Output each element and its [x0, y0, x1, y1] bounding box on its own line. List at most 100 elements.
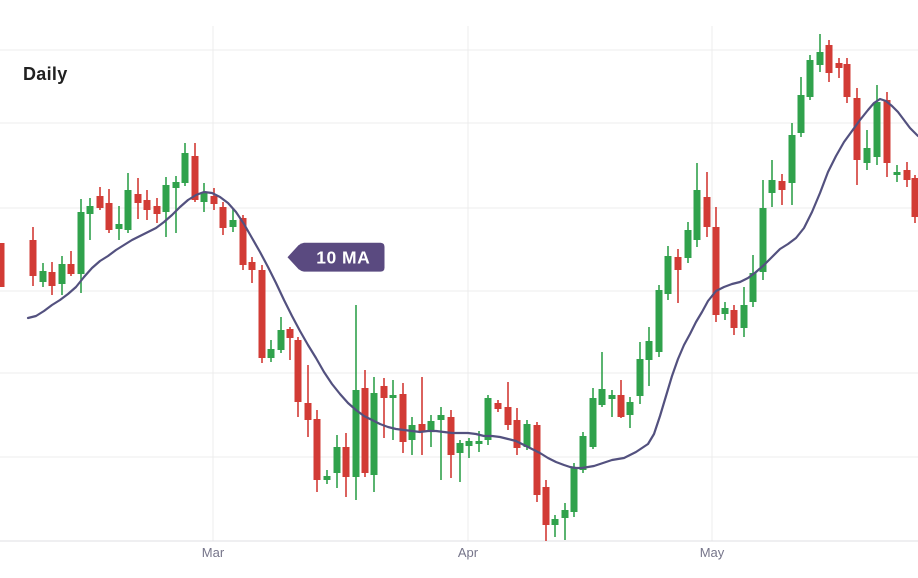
- candle-body: [153, 206, 161, 214]
- candlestick: [843, 58, 851, 103]
- candlestick: [903, 162, 911, 187]
- candle-body: [304, 403, 312, 420]
- candlestick: [380, 378, 388, 438]
- candle-body: [191, 156, 199, 200]
- candlestick: [162, 177, 170, 237]
- candle-body: [380, 386, 388, 398]
- candlestick: [494, 400, 502, 412]
- candle-body: [277, 330, 285, 350]
- candle-body: [181, 153, 189, 183]
- candlestick: [542, 480, 550, 541]
- candle-body: [636, 359, 644, 396]
- candlestick: [617, 380, 625, 418]
- candle-body: [484, 398, 492, 440]
- candlestick: [39, 263, 47, 287]
- candlestick: [579, 432, 587, 473]
- candle-body: [589, 398, 597, 447]
- candlestick: [533, 422, 541, 502]
- candlestick: [797, 77, 805, 137]
- candlestick: [664, 246, 672, 300]
- candle-body: [617, 395, 625, 417]
- candlestick: [589, 388, 597, 449]
- x-axis-label-mar: Mar: [202, 545, 225, 560]
- candle-body: [105, 203, 113, 230]
- candlestick: [370, 377, 378, 492]
- candle-body: [608, 395, 616, 399]
- candle-body: [465, 441, 473, 446]
- candle-body: [219, 207, 227, 228]
- candlestick: [712, 207, 720, 322]
- candle-body: [39, 271, 47, 282]
- candle-body: [788, 135, 796, 183]
- candle-body: [58, 264, 66, 284]
- candle-body: [29, 240, 37, 276]
- candle-body: [721, 308, 729, 314]
- candlestick: [29, 227, 37, 286]
- candle-body: [456, 443, 464, 453]
- candle-body: [418, 424, 426, 431]
- candle-body: [712, 227, 720, 315]
- candlestick: [655, 285, 663, 357]
- candlestick: [703, 172, 711, 237]
- candle-body: [843, 64, 851, 97]
- candlestick: [219, 202, 227, 235]
- candle-body: [759, 208, 767, 272]
- candle-body: [172, 182, 180, 188]
- candle-body: [323, 476, 331, 480]
- candlestick: [437, 407, 445, 480]
- candlestick: [598, 352, 606, 407]
- candlestick: [768, 160, 776, 207]
- candle-body: [475, 441, 483, 444]
- candlestick: [58, 256, 66, 295]
- candle-body: [294, 340, 302, 402]
- candle-body: [134, 194, 142, 203]
- candle-body: [903, 170, 911, 180]
- candle-body: [684, 230, 692, 258]
- candle-body: [352, 390, 360, 477]
- candlestick: [172, 176, 180, 233]
- candlestick: [124, 173, 132, 233]
- ma-line[interactable]: [26, 97, 918, 470]
- candlestick: [513, 408, 521, 455]
- candle-body: [200, 192, 208, 202]
- candlestick: [570, 463, 578, 517]
- candle-body: [399, 394, 407, 442]
- candles: [0, 34, 918, 541]
- ma-badge-label: 10 MA: [316, 248, 370, 268]
- candlestick: [863, 130, 871, 170]
- candle-body: [911, 178, 918, 217]
- candle-body: [408, 425, 416, 440]
- candlestick: [181, 143, 189, 186]
- candle-body: [806, 60, 814, 97]
- candlestick: [389, 380, 397, 440]
- gridlines: [0, 26, 918, 542]
- candle-body: [523, 424, 531, 447]
- candle-body: [248, 262, 256, 270]
- candlestick: [323, 470, 331, 484]
- candlestick: [143, 190, 151, 220]
- candle-body: [267, 349, 275, 358]
- candle-body: [504, 407, 512, 425]
- candlestick: [86, 198, 94, 240]
- candlestick: [873, 85, 881, 165]
- ma-badge[interactable]: 10 MA: [287, 242, 385, 272]
- candlestick: [134, 178, 142, 219]
- candlestick: [759, 180, 767, 280]
- timeframe-label: Daily: [23, 64, 68, 84]
- candle-body: [674, 257, 682, 270]
- candlestick: [0, 243, 5, 287]
- candlestick: [153, 198, 161, 223]
- candlestick: [191, 143, 199, 202]
- candlestick: [484, 395, 492, 445]
- candlestick: [333, 435, 341, 488]
- candle-body: [797, 95, 805, 133]
- candle-body: [210, 196, 218, 204]
- candle-body: [67, 264, 75, 274]
- candlestick: [749, 255, 757, 307]
- candlestick: [447, 410, 455, 478]
- candlestick: [294, 337, 302, 417]
- candle-body: [626, 402, 634, 415]
- candlestick: [523, 420, 531, 450]
- candle-body: [333, 447, 341, 473]
